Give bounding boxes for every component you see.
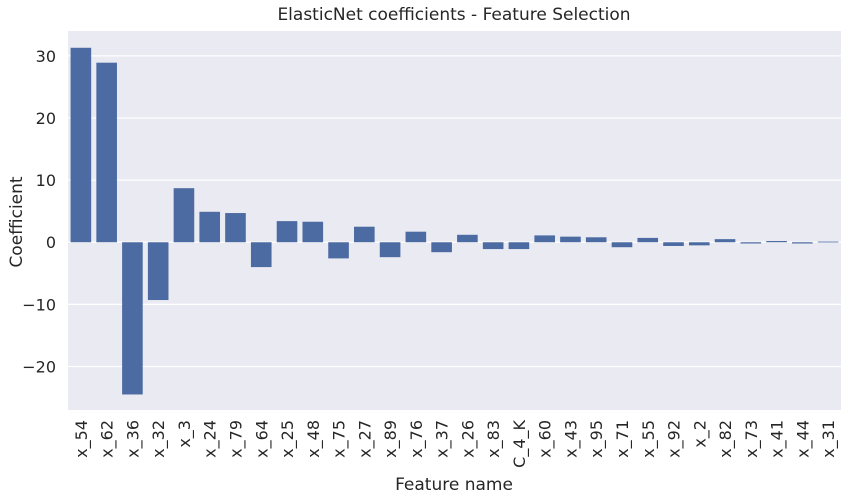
x-tick-label: x_48 bbox=[304, 420, 324, 458]
bar-x_60 bbox=[534, 235, 555, 243]
bar-x_76 bbox=[405, 231, 427, 243]
bar-x_41 bbox=[766, 241, 787, 243]
x-tick-label: x_64 bbox=[252, 420, 272, 458]
bar-x_31 bbox=[817, 241, 839, 243]
plot-area bbox=[68, 31, 841, 410]
bar-x_79 bbox=[225, 213, 246, 243]
bar-x_48 bbox=[302, 221, 324, 243]
x-tick-label: C_4_K bbox=[510, 419, 530, 467]
x-tick-label: x_44 bbox=[793, 420, 813, 458]
chart-title: ElasticNet coefficients - Feature Select… bbox=[277, 5, 630, 25]
bar-x_36 bbox=[122, 242, 143, 395]
x-tick-label: x_41 bbox=[768, 420, 788, 458]
y-tick-label: −20 bbox=[22, 358, 56, 377]
x-tick-label: x_31 bbox=[819, 420, 839, 458]
y-axis-label: Coefficient bbox=[7, 176, 27, 267]
x-tick-label: x_82 bbox=[716, 420, 736, 458]
bar-x_37 bbox=[431, 242, 452, 253]
x-tick-label: x_75 bbox=[330, 420, 350, 458]
bar-C_4_K bbox=[508, 242, 530, 250]
x-tick-label: x_92 bbox=[665, 420, 685, 458]
x-tick-label: x_24 bbox=[201, 420, 221, 458]
x-tick-label: x_89 bbox=[381, 420, 401, 458]
x-tick-label: x_54 bbox=[72, 420, 92, 458]
bar-x_2 bbox=[688, 242, 710, 246]
bar-x_32 bbox=[147, 242, 169, 301]
x-tick-label: x_37 bbox=[433, 420, 453, 458]
x-tick-label: x_27 bbox=[355, 420, 375, 458]
x-tick-label: x_36 bbox=[123, 420, 143, 458]
bar-x_3 bbox=[173, 188, 195, 243]
x-tick-label: x_62 bbox=[98, 420, 118, 458]
bar-x_43 bbox=[560, 236, 581, 243]
bar-x_54 bbox=[70, 47, 92, 243]
x-tick-label: x_32 bbox=[149, 420, 169, 458]
x-tick-label: x_26 bbox=[458, 420, 478, 458]
bar-x_89 bbox=[379, 242, 401, 258]
bar-x_27 bbox=[354, 226, 375, 243]
x-tick-label: x_83 bbox=[484, 420, 504, 458]
y-tick-label: −10 bbox=[22, 295, 56, 314]
x-tick-label: x_2 bbox=[690, 420, 710, 448]
bar-x_82 bbox=[714, 239, 736, 243]
bar-x_44 bbox=[792, 242, 813, 244]
bar-x_55 bbox=[637, 237, 659, 243]
bars bbox=[70, 47, 839, 395]
x-tick-label: x_73 bbox=[742, 420, 762, 458]
y-tick-label: 10 bbox=[36, 171, 56, 190]
bar-x_24 bbox=[199, 211, 221, 243]
bar-x_64 bbox=[250, 242, 272, 268]
x-tick-label: x_25 bbox=[278, 420, 298, 458]
x-tick-label: x_76 bbox=[407, 420, 427, 458]
bar-x_71 bbox=[611, 242, 633, 248]
bar-x_26 bbox=[457, 234, 478, 243]
bar-x_95 bbox=[585, 237, 607, 243]
bar-x_83 bbox=[482, 242, 504, 250]
x-tick-label: x_71 bbox=[613, 420, 633, 458]
x-axis-ticks: x_54 x_62 x_36 x_32 x_3 x_24 x_79 x_64 x_25 x_48 x… bbox=[72, 419, 839, 467]
y-tick-label: 0 bbox=[46, 233, 56, 252]
x-tick-label: x_95 bbox=[587, 420, 607, 458]
y-tick-label: 30 bbox=[36, 47, 56, 66]
gridlines bbox=[68, 55, 841, 368]
bar-x_62 bbox=[96, 62, 117, 243]
x-tick-label: x_79 bbox=[226, 420, 246, 458]
x-axis-label: Feature name bbox=[395, 475, 513, 495]
x-tick-label: x_55 bbox=[639, 420, 659, 458]
x-tick-label: x_43 bbox=[561, 420, 581, 458]
x-tick-label: x_3 bbox=[175, 420, 195, 448]
bar-x_75 bbox=[328, 242, 349, 259]
y-tick-label: 20 bbox=[36, 109, 56, 128]
x-tick-label: x_60 bbox=[536, 420, 556, 458]
y-axis-ticks: −20 −10 0 10 20 30 bbox=[22, 47, 56, 377]
bar-x_25 bbox=[276, 221, 298, 243]
bar-x_73 bbox=[740, 242, 762, 244]
bar-x_92 bbox=[663, 242, 684, 246]
